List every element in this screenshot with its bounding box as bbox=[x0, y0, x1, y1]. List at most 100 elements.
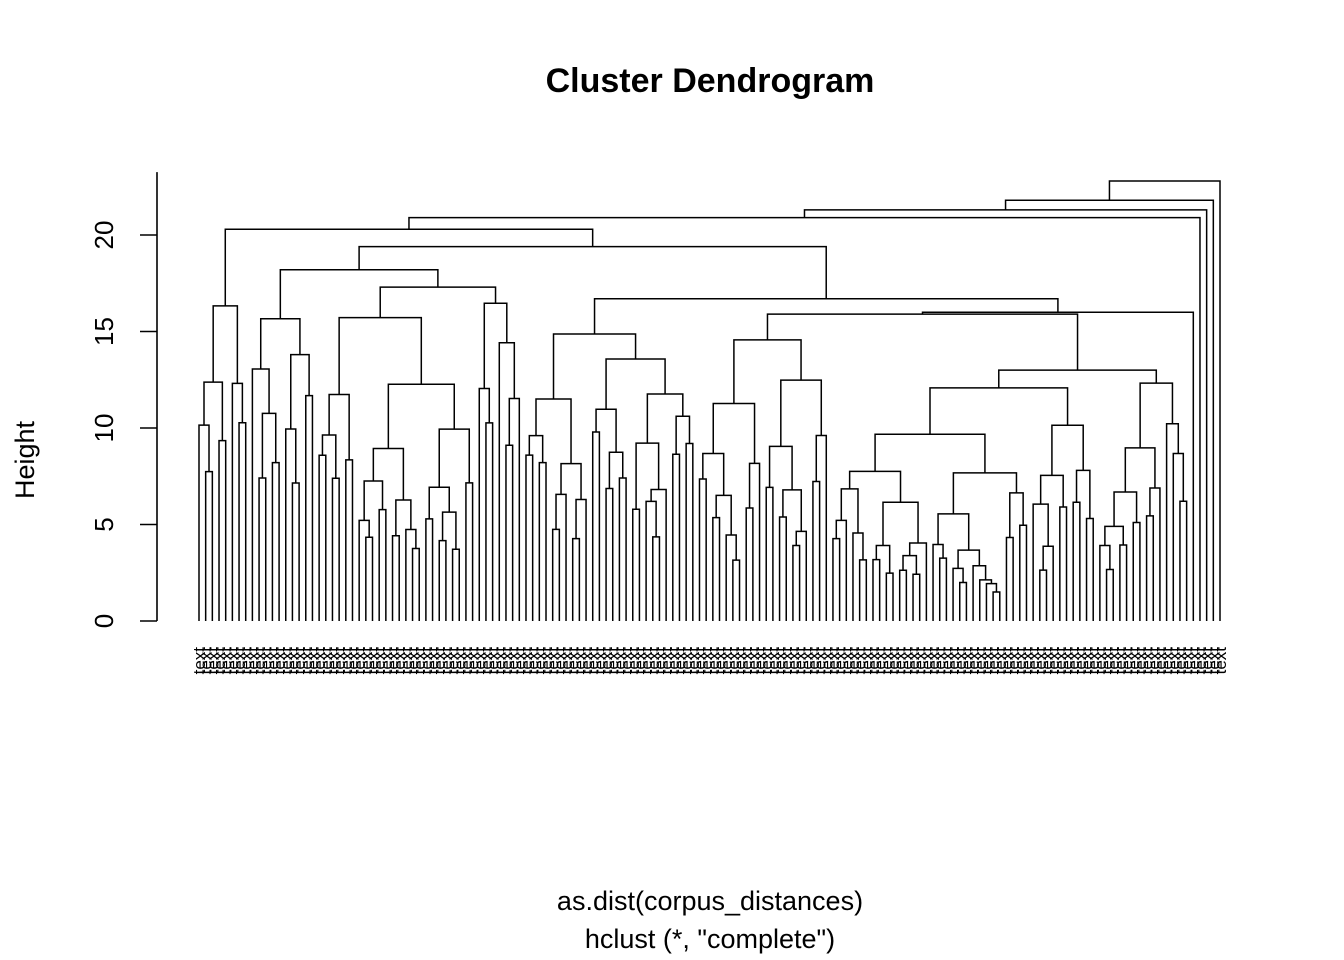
dendrogram-branch bbox=[780, 379, 823, 447]
leaf-labels: texttexttexttexttexttexttexttexttexttext… bbox=[190, 647, 1230, 675]
leaf-label: text bbox=[704, 647, 723, 675]
leaf-label: text bbox=[751, 647, 770, 675]
leaf-label: text bbox=[1011, 647, 1030, 675]
dendrogram-branch bbox=[832, 537, 841, 621]
leaf-label: text bbox=[1204, 647, 1223, 675]
dendrogram-branch bbox=[551, 528, 561, 621]
leaf-label: text bbox=[250, 647, 269, 675]
x-axis-label: as.dist(corpus_distances) bbox=[557, 886, 863, 916]
dendrogram-branch bbox=[218, 439, 227, 621]
leaf-label: text bbox=[664, 647, 683, 675]
leaf-label: text bbox=[524, 647, 543, 675]
dendrogram-branch bbox=[1179, 500, 1188, 621]
dendrogram-branch bbox=[646, 393, 684, 444]
dendrogram-branch bbox=[912, 573, 921, 621]
leaf-label: text bbox=[424, 647, 443, 675]
dendrogram-branch bbox=[593, 297, 1059, 334]
dendrogram-branch bbox=[1009, 492, 1024, 538]
dendrogram-branch bbox=[1108, 180, 1221, 621]
dendrogram-branch bbox=[1119, 544, 1128, 621]
dendrogram-branch bbox=[858, 559, 868, 621]
dendrogram-branch bbox=[1149, 487, 1161, 621]
leaf-label: text bbox=[670, 647, 689, 675]
leaf-label: text bbox=[497, 647, 516, 675]
dendrogram-branch bbox=[483, 302, 508, 389]
leaf-label: text bbox=[537, 647, 556, 675]
dendrogram-branch bbox=[575, 498, 587, 621]
dendrogram-branch bbox=[815, 434, 828, 621]
dendrogram-branch bbox=[812, 480, 821, 621]
leaf-label: text bbox=[1044, 647, 1063, 675]
leaf-label: text bbox=[917, 647, 936, 675]
dendrogram-branch bbox=[1085, 517, 1094, 621]
dendrogram-branch bbox=[365, 536, 374, 621]
dendrogram-branch bbox=[712, 402, 756, 464]
y-axis: 0 5 10 15 20 bbox=[89, 172, 158, 628]
dendrogram-branch bbox=[328, 393, 350, 460]
dendrogram-branch bbox=[1104, 525, 1124, 546]
leaf-label: text bbox=[277, 647, 296, 675]
dendrogram-branch bbox=[291, 482, 300, 621]
dendrogram-tree bbox=[198, 180, 1221, 621]
dendrogram-branch bbox=[552, 333, 637, 399]
dendrogram-branch bbox=[745, 507, 754, 621]
leaf-label: text bbox=[270, 647, 289, 675]
leaf-label: text bbox=[964, 647, 983, 675]
leaf-label: text bbox=[617, 647, 636, 675]
leaf-label: text bbox=[891, 647, 910, 675]
leaf-label: text bbox=[550, 647, 569, 675]
leaf-label: text bbox=[837, 647, 856, 675]
dendrogram-branch bbox=[408, 216, 1201, 621]
dendrogram-branch bbox=[338, 316, 423, 395]
leaf-label: text bbox=[323, 647, 342, 675]
dendrogram-branch bbox=[1075, 469, 1091, 519]
leaf-label: text bbox=[1158, 647, 1177, 675]
leaf-label: text bbox=[564, 647, 583, 675]
dendrogram-branch bbox=[698, 478, 707, 621]
leaf-label: text bbox=[1138, 647, 1157, 675]
leaf-label: text bbox=[984, 647, 1003, 675]
leaf-label: text bbox=[931, 647, 950, 675]
dendrogram-branch bbox=[1139, 382, 1174, 448]
dendrogram-branch bbox=[929, 387, 1069, 435]
leaf-label: text bbox=[1111, 647, 1130, 675]
dendrogram-branch bbox=[555, 493, 567, 621]
leaf-label: text bbox=[303, 647, 322, 675]
leaf-label: text bbox=[530, 647, 549, 675]
dendrogram-branch bbox=[979, 579, 993, 621]
dendrogram-branch bbox=[1042, 545, 1054, 621]
leaf-label: text bbox=[757, 647, 776, 675]
y-tick-label: 5 bbox=[89, 517, 119, 531]
dendrogram-branch bbox=[766, 313, 1079, 371]
dendrogram-branch bbox=[238, 421, 247, 621]
y-tick-label: 15 bbox=[89, 317, 119, 346]
leaf-label: text bbox=[1031, 647, 1050, 675]
dendrogram-branch bbox=[203, 381, 224, 441]
leaf-label: text bbox=[223, 647, 242, 675]
leaf-label: text bbox=[1098, 647, 1117, 675]
dendrogram-branch bbox=[321, 434, 337, 479]
leaf-label: text bbox=[971, 647, 990, 675]
dendrogram-branch bbox=[1099, 544, 1111, 621]
dendrogram-branch bbox=[279, 268, 439, 319]
leaf-label: text bbox=[490, 647, 509, 675]
leaf-label: text bbox=[464, 647, 483, 675]
leaf-label: text bbox=[637, 647, 656, 675]
leaf-label: text bbox=[1078, 647, 1097, 675]
leaf-label: text bbox=[470, 647, 489, 675]
dendrogram-branch bbox=[358, 519, 370, 621]
leaf-label: text bbox=[1164, 647, 1183, 675]
dendrogram-branch bbox=[932, 543, 944, 621]
dendrogram-branch bbox=[952, 472, 1018, 514]
leaf-label: text bbox=[1104, 647, 1123, 675]
dendrogram-branch bbox=[305, 394, 314, 621]
leaf-label: text bbox=[630, 647, 649, 675]
dendrogram-branch bbox=[952, 567, 964, 621]
leaf-label: text bbox=[624, 647, 643, 675]
leaf-label: text bbox=[977, 647, 996, 675]
leaf-label: text bbox=[1118, 647, 1137, 675]
leaf-label: text bbox=[263, 647, 282, 675]
leaf-label: text bbox=[717, 647, 736, 675]
leaf-label: text bbox=[1124, 647, 1143, 675]
leaf-label: text bbox=[877, 647, 896, 675]
